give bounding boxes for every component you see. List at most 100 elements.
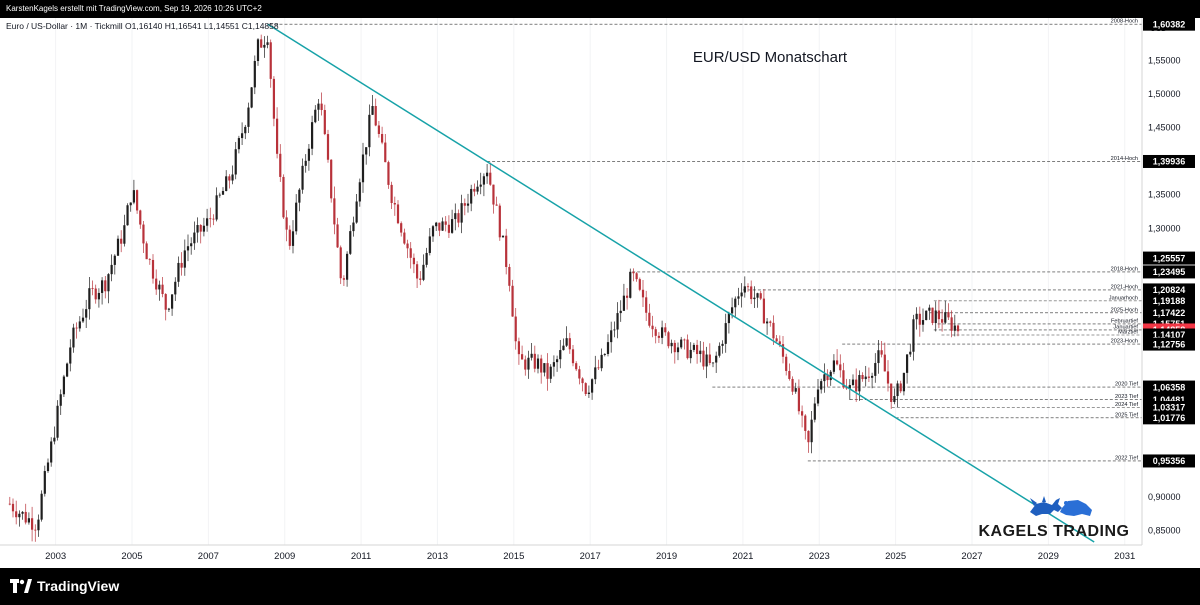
watermark-brand: KAGELS TRADING xyxy=(979,523,1130,540)
price-level-label[interactable]: 0,95356 xyxy=(1143,454,1195,468)
candle xyxy=(473,183,476,197)
candle xyxy=(167,307,171,312)
candle xyxy=(244,124,247,140)
candle xyxy=(785,353,788,376)
candle xyxy=(425,247,428,268)
candle xyxy=(186,234,190,262)
candle xyxy=(874,353,877,383)
candle xyxy=(571,344,575,367)
candle xyxy=(422,254,425,282)
price-level-label[interactable]: 1,01776 xyxy=(1143,411,1195,425)
candle xyxy=(151,254,155,284)
price-level-label[interactable]: 1,39936 xyxy=(1143,154,1195,168)
price-level-label[interactable]: 1,17422 xyxy=(1143,306,1195,320)
level-name: 2025 Tief xyxy=(1115,412,1138,418)
price-level-label[interactable]: 1,23495 xyxy=(1143,265,1195,279)
candle xyxy=(164,293,167,321)
candle xyxy=(918,306,921,337)
candle xyxy=(641,280,645,308)
level-name: 2022 Tief xyxy=(1115,455,1138,461)
candle xyxy=(441,217,444,231)
candle xyxy=(578,365,581,385)
candle xyxy=(279,144,282,182)
candle xyxy=(953,314,956,337)
candle xyxy=(431,224,435,242)
candle xyxy=(231,165,234,185)
candle xyxy=(552,355,556,377)
candle xyxy=(715,351,718,373)
candle xyxy=(511,279,514,317)
tradingview-logo[interactable]: TradingView xyxy=(10,576,119,596)
candle xyxy=(670,339,673,354)
candle xyxy=(746,283,750,292)
candle xyxy=(823,363,826,393)
candle xyxy=(116,235,120,257)
trendline[interactable] xyxy=(267,23,1095,543)
chart-frame[interactable]: 2008-Hoch 2014-Hoch 2018-Hoch 2021-Hoch Janu… xyxy=(0,17,1200,568)
level-name: 2023-Hoch xyxy=(1111,339,1138,345)
candle xyxy=(648,303,651,328)
candle xyxy=(629,268,632,299)
level-name: 2014-Hoch xyxy=(1111,156,1138,162)
candle xyxy=(546,353,549,391)
candles-layer xyxy=(8,34,960,542)
grid-layer xyxy=(55,18,1126,545)
candle xyxy=(734,296,737,318)
candle xyxy=(444,216,447,232)
candle xyxy=(562,338,565,351)
price-level-label[interactable]: 1,12756 xyxy=(1143,337,1195,351)
level-name: 2024 Tief xyxy=(1115,402,1138,408)
candle xyxy=(104,275,107,299)
candle xyxy=(568,332,571,354)
price-level-label[interactable]: 1,60382 xyxy=(1143,17,1195,31)
price-level-value: 1,03317 xyxy=(1153,403,1186,413)
candle xyxy=(622,283,626,311)
candle xyxy=(463,198,466,216)
candle xyxy=(336,217,339,249)
candle xyxy=(660,320,664,345)
candle xyxy=(524,355,527,376)
price-level-label[interactable]: 1,25557 xyxy=(1143,251,1195,265)
candle xyxy=(514,307,517,350)
price-level-value: 1,25557 xyxy=(1153,253,1186,263)
candle xyxy=(581,377,584,392)
candle xyxy=(282,174,285,220)
candle xyxy=(826,369,829,387)
price-level-value: 1,06358 xyxy=(1153,382,1186,392)
candle xyxy=(438,222,441,237)
candle xyxy=(549,364,552,383)
price-level-label[interactable]: 1,20824 xyxy=(1143,283,1195,297)
candle xyxy=(855,368,858,402)
candle xyxy=(295,194,298,235)
candle xyxy=(107,273,110,304)
candle xyxy=(956,324,960,337)
candle xyxy=(228,174,231,189)
price-level-label[interactable]: 1,03317 xyxy=(1143,400,1195,414)
level-name: 2020 Tief xyxy=(1115,382,1138,388)
candle xyxy=(804,414,807,440)
price-level-label[interactable]: 1,06358 xyxy=(1143,380,1195,394)
candle xyxy=(27,512,31,525)
candle xyxy=(342,275,346,287)
candle xyxy=(218,192,221,198)
y-tick-label: 0,85000 xyxy=(1148,526,1181,536)
candle xyxy=(915,307,918,330)
price-level-label[interactable]: 1,19188 xyxy=(1143,294,1195,308)
candle xyxy=(880,340,883,358)
candle xyxy=(759,291,762,301)
candle xyxy=(53,426,56,445)
chart-canvas[interactable]: 2008-Hoch 2014-Hoch 2018-Hoch 2021-Hoch Janu… xyxy=(0,17,1200,568)
candle xyxy=(113,254,116,275)
candle xyxy=(132,179,136,205)
candle xyxy=(788,363,791,381)
candle xyxy=(724,313,727,353)
candle xyxy=(781,335,785,364)
candle xyxy=(34,524,37,542)
candle xyxy=(756,292,759,308)
candle xyxy=(454,203,457,231)
bull-icon xyxy=(1030,496,1062,516)
candle xyxy=(199,224,202,244)
candle xyxy=(489,162,492,186)
candle xyxy=(193,221,196,250)
candle xyxy=(190,237,193,255)
